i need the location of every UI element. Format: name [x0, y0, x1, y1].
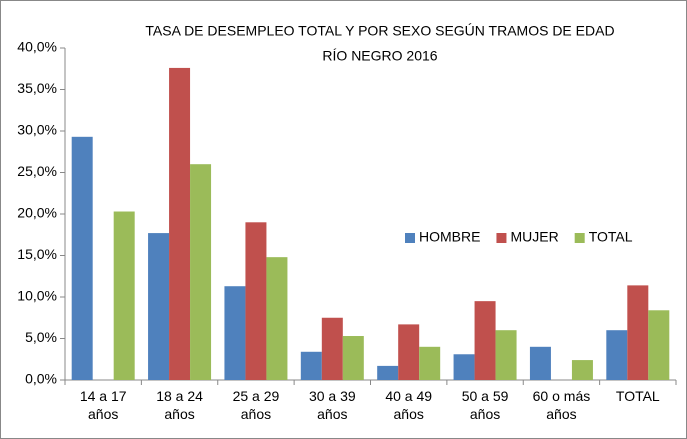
y-tick-label: 30,0% [17, 122, 57, 138]
bar [224, 286, 246, 380]
bar [71, 136, 93, 380]
bar [606, 330, 628, 380]
x-tick-label: 18 a 24 años [156, 388, 203, 422]
bar [529, 346, 551, 380]
y-tick-label: 40,0% [17, 39, 57, 55]
bar [398, 324, 420, 380]
chart-title: TASA DE DESEMPLEO TOTAL Y POR SEXO SEGÚN… [145, 23, 614, 39]
bar [648, 310, 670, 380]
x-tick-label: TOTAL [615, 388, 660, 404]
x-tick-label: 30 a 39 años [308, 388, 356, 422]
bar [245, 222, 267, 380]
x-tick-label: 50 a 59 años [461, 388, 509, 422]
x-tick-label: 14 a 17 años [79, 388, 127, 422]
y-tick-label: 5,0% [25, 329, 57, 345]
bar [419, 346, 441, 380]
y-tick-label: 20,0% [17, 205, 57, 221]
y-tick-label: 10,0% [17, 288, 57, 304]
x-tick-label: 60 o más años [532, 388, 591, 422]
x-tick-label: 25 a 29 años [232, 388, 280, 422]
bar [495, 330, 517, 380]
bar [148, 233, 170, 380]
bar [571, 360, 593, 380]
bar [474, 301, 496, 380]
bar [342, 336, 364, 380]
bar [627, 285, 649, 380]
y-tick-label: 15,0% [17, 246, 57, 262]
bar [169, 67, 191, 381]
legend-swatch [574, 233, 585, 243]
y-tick-label: 25,0% [17, 163, 57, 179]
legend-label: HOMBRE [419, 229, 480, 245]
bar [377, 365, 399, 380]
x-tick-label: 40 a 49 años [385, 388, 433, 422]
y-tick-label: 0,0% [25, 371, 57, 387]
y-tick-label: 35,0% [17, 80, 57, 96]
legend-label: TOTAL [589, 229, 633, 245]
bar [453, 354, 475, 380]
bar [321, 317, 343, 380]
bar [113, 211, 135, 380]
bar [300, 351, 322, 380]
legend-label: MUJER [510, 229, 558, 245]
bar [266, 257, 288, 380]
legend-swatch [496, 233, 507, 243]
bar [190, 164, 212, 380]
chart-subtitle: RÍO NEGRO 2016 [322, 48, 437, 64]
legend-swatch [405, 233, 415, 243]
